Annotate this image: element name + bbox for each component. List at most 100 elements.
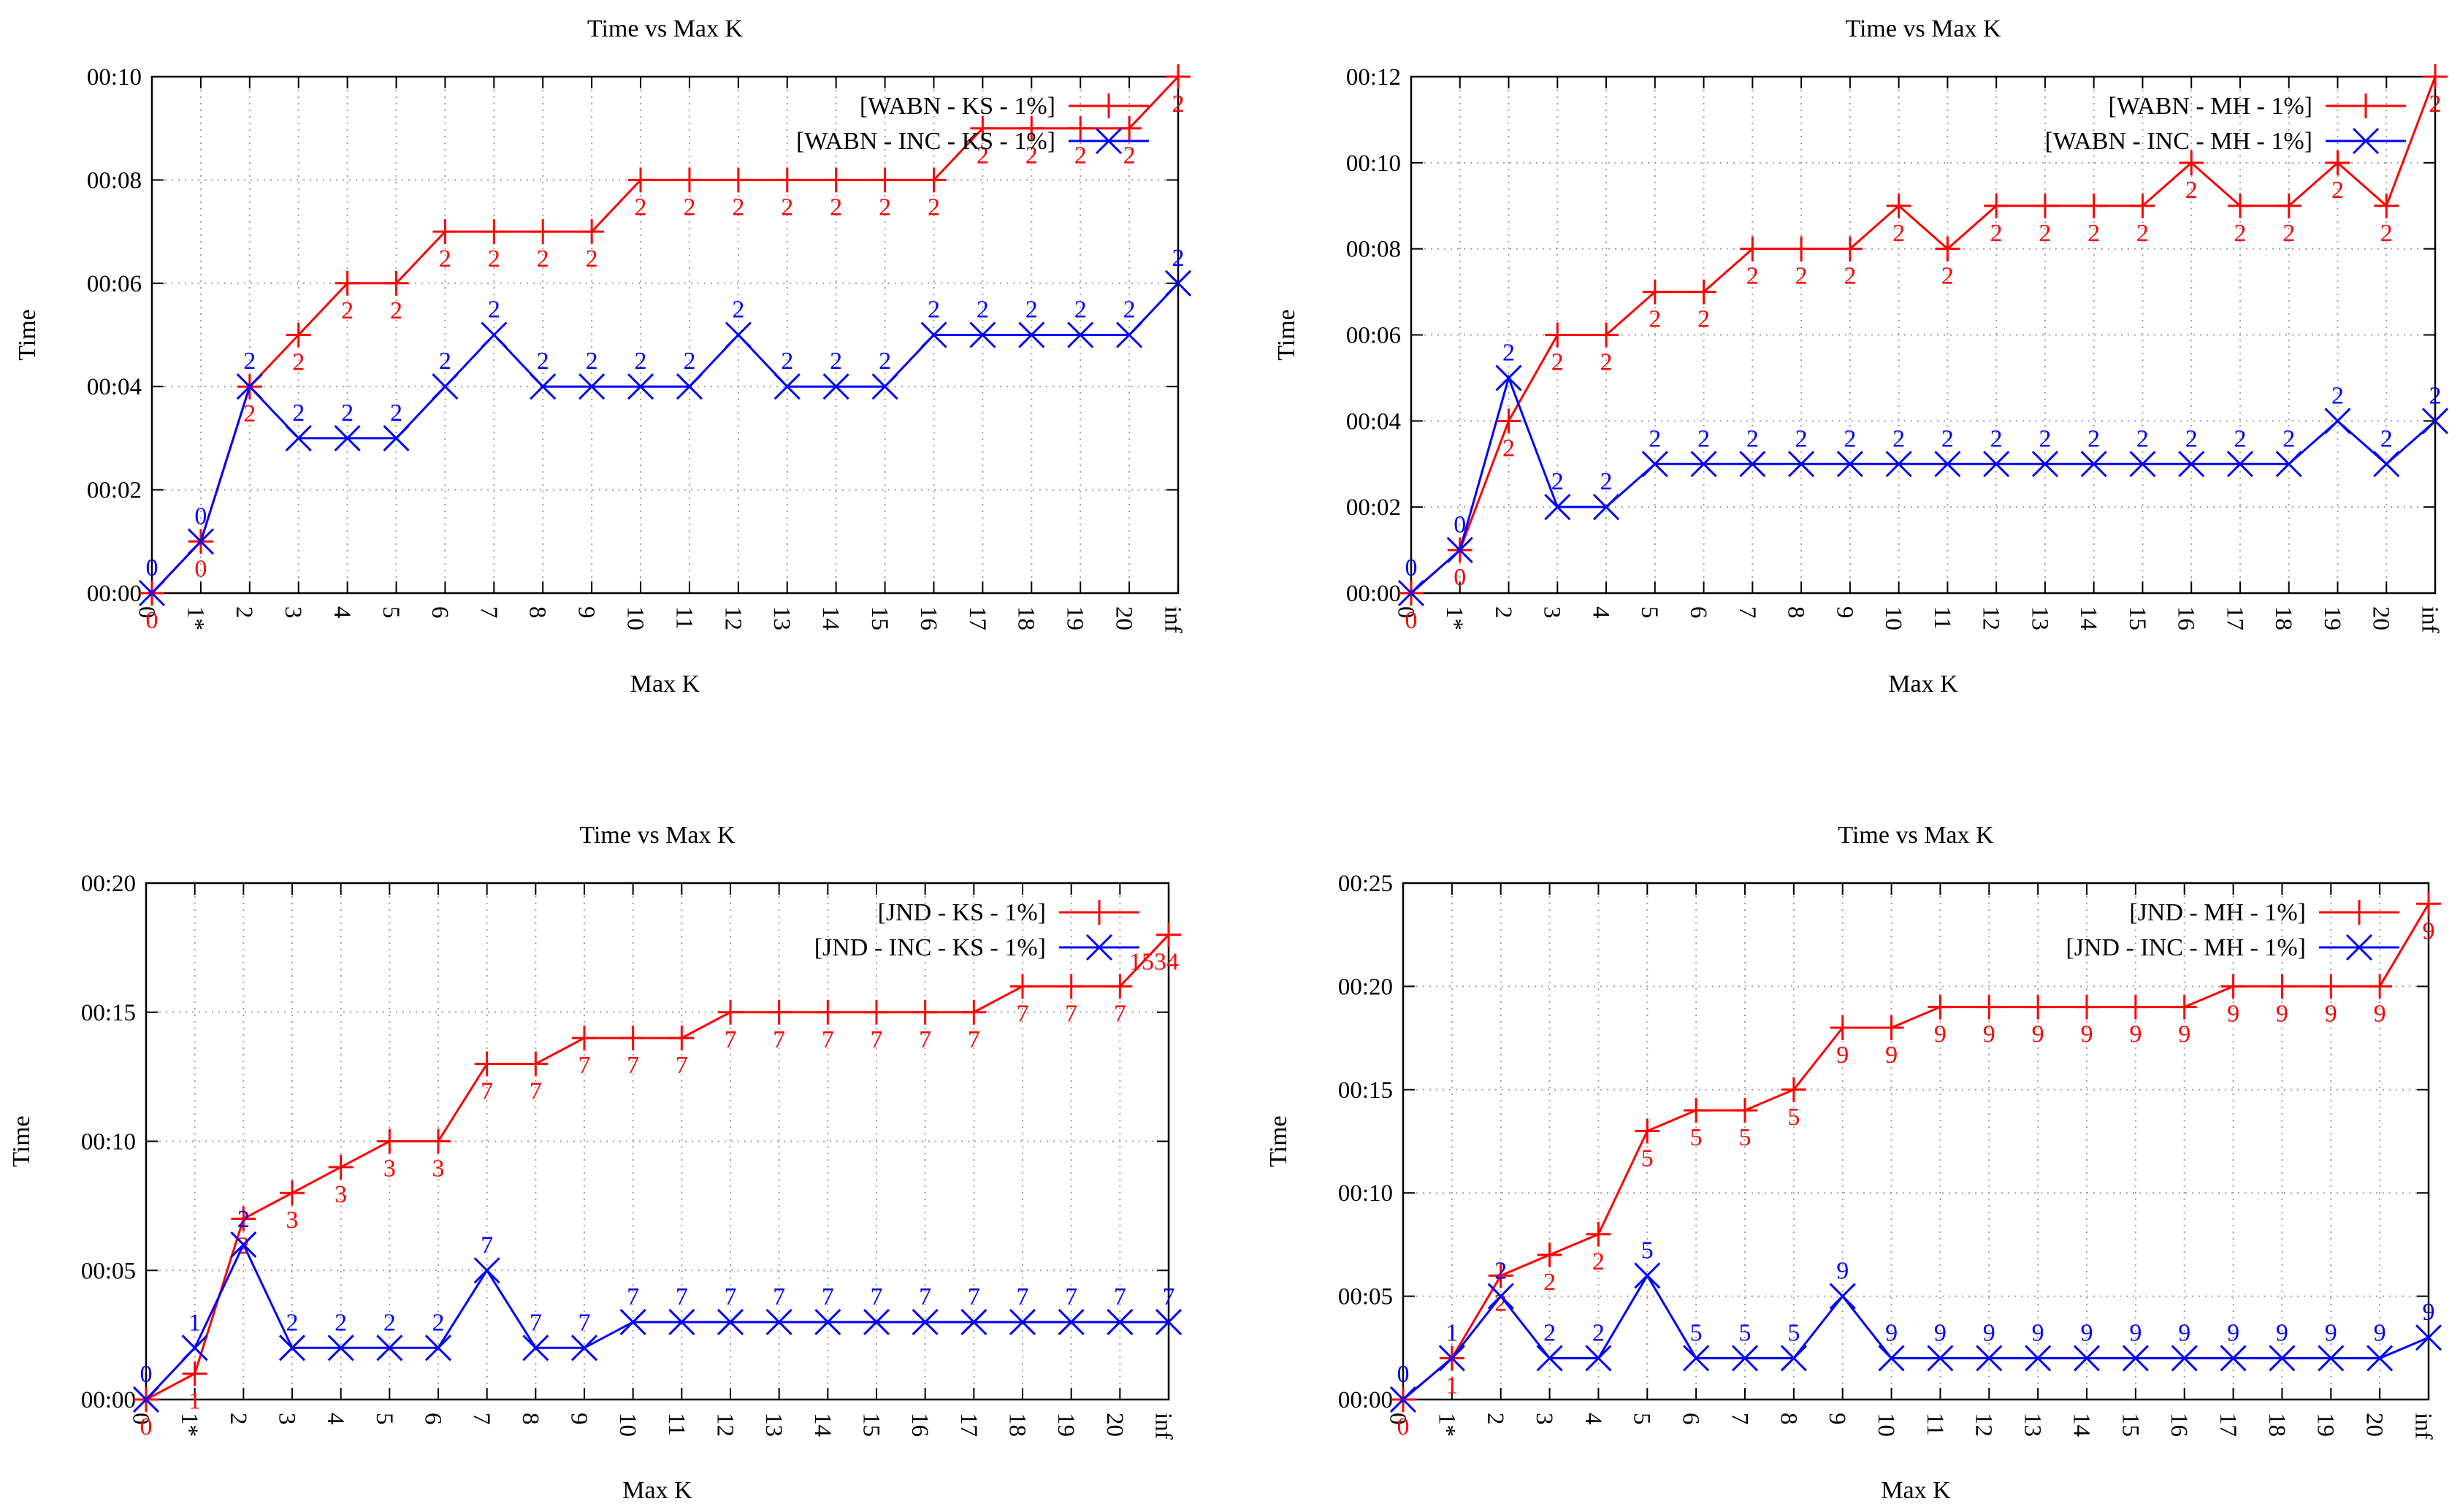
x-tick-label: 15 [866, 606, 893, 630]
data-label: 2 [2087, 220, 2100, 247]
data-point [1446, 537, 1473, 564]
x-tick-label: 13 [2020, 1413, 2046, 1437]
x-tick-label: 5 [371, 1413, 397, 1425]
y-tick-label: 00:04 [87, 374, 142, 400]
data-label: 2 [1990, 425, 2003, 452]
data-label: 0 [1405, 607, 1418, 634]
data-point [2122, 1345, 2149, 1372]
data-point [1592, 494, 1620, 521]
data-point [1683, 1345, 1710, 1372]
data-label: 1534 [1129, 949, 1179, 976]
data-label: 7 [578, 1309, 591, 1336]
data-point [1155, 1308, 1183, 1336]
data-point [1635, 1118, 1660, 1144]
data-point [1058, 1308, 1085, 1336]
data-point [1928, 994, 1953, 1020]
data-point [619, 1308, 646, 1336]
data-point [2227, 193, 2253, 218]
x-tick-label: 4 [322, 1413, 348, 1425]
y-axis-label: Time [1273, 309, 1300, 361]
data-label: 2 [732, 297, 744, 324]
data-label: 7 [1114, 1283, 1126, 1310]
y-tick-label: 00:00 [1346, 581, 1401, 607]
x-tick-label: 2 [225, 1413, 251, 1425]
x-tick-label: inf [1150, 1413, 1176, 1440]
data-label: 9 [1836, 1042, 1849, 1069]
data-label: 7 [481, 1077, 493, 1104]
x-tick-label: 12 [711, 1413, 738, 1437]
data-point [1009, 1308, 1036, 1336]
data-point [523, 1051, 549, 1077]
data-label: 2 [1543, 1319, 1556, 1346]
x-tick-label: 4 [1580, 1413, 1606, 1425]
data-label: 2 [2185, 177, 2198, 204]
data-label: 9 [2032, 1021, 2044, 1048]
data-point [969, 321, 996, 348]
data-label: 2 [2185, 425, 2198, 452]
x-tick-label: 19 [1062, 606, 1088, 630]
data-label: 2 [335, 1309, 347, 1336]
data-point [872, 167, 898, 193]
data-point [921, 167, 947, 193]
data-point [334, 424, 361, 451]
data-point [328, 1154, 354, 1180]
series-2: 0 0 2 2 2 2 2 2 2 2 2 2 2 2 2 2 2 2 2 2 2 2 [138, 245, 1192, 607]
data-label: 2 [586, 245, 598, 272]
data-label: 2 [1649, 306, 1661, 333]
x-tick-label: 17 [2215, 1413, 2241, 1437]
data-label: 2 [1600, 468, 1613, 495]
data-point [2074, 994, 2099, 1020]
legend-label: [JND - INC - KS - 1%] [814, 934, 1046, 961]
data-label: 2 [1795, 263, 1808, 290]
x-tick-label: inf [2416, 606, 2442, 633]
data-point [718, 999, 743, 1025]
x-tick-label: 12 [1971, 1413, 1997, 1437]
y-tick-label: 00:02 [87, 478, 142, 504]
data-point [1166, 64, 1191, 89]
data-label: 9 [2178, 1319, 2190, 1346]
data-point [1886, 193, 1911, 218]
data-label: 0 [1397, 1361, 1410, 1388]
x-tick-label: 14 [2075, 606, 2101, 630]
data-point [1879, 1015, 1904, 1040]
x-tick-label: 14 [809, 1413, 836, 1437]
data-label: 5 [1690, 1319, 1703, 1346]
data-label: 2 [2087, 425, 2100, 452]
x-tick-label: 3 [1531, 1413, 1557, 1425]
data-point [1690, 451, 1717, 478]
data-label: 7 [822, 1026, 834, 1053]
data-label: 9 [1885, 1319, 1898, 1346]
data-label: 9 [1934, 1021, 1947, 1048]
data-point [424, 1335, 452, 1362]
y-tick-label: 00:00 [87, 581, 142, 607]
data-label: 2 [781, 348, 793, 375]
data-label: 7 [1065, 1283, 1077, 1310]
data-label: 7 [871, 1026, 883, 1053]
data-label: 7 [1065, 1000, 1077, 1027]
x-tick-label: 17 [955, 1413, 982, 1437]
data-label: 9 [2081, 1021, 2093, 1048]
data-point [473, 1257, 500, 1284]
data-label: 9 [2423, 917, 2435, 944]
data-point [286, 322, 311, 348]
x-tick-label: 7 [1734, 606, 1760, 619]
data-point [383, 270, 409, 296]
data-point [230, 1231, 257, 1258]
legend-label: [WABN - MH - 1%] [2108, 93, 2312, 120]
data-label: 2 [1123, 297, 1136, 324]
x-tick-label: 18 [2264, 1413, 2290, 1437]
data-label: 2 [732, 194, 744, 221]
data-label: 7 [773, 1283, 785, 1310]
data-label: 9 [2081, 1319, 2093, 1346]
x-tick-label: 10 [614, 1413, 641, 1437]
plot-frame [1410, 75, 2437, 595]
data-point [1836, 451, 1863, 478]
x-tick-label: 5 [378, 606, 404, 619]
data-label: 2 [2380, 220, 2393, 247]
data-point [2179, 150, 2204, 175]
x-tick-label: 0 [127, 1413, 153, 1425]
x-tick-label: 19 [1053, 1413, 1079, 1437]
data-label: 0 [1397, 1413, 1410, 1440]
x-tick-label: 6 [1678, 1413, 1704, 1425]
data-point [1927, 1345, 1954, 1372]
